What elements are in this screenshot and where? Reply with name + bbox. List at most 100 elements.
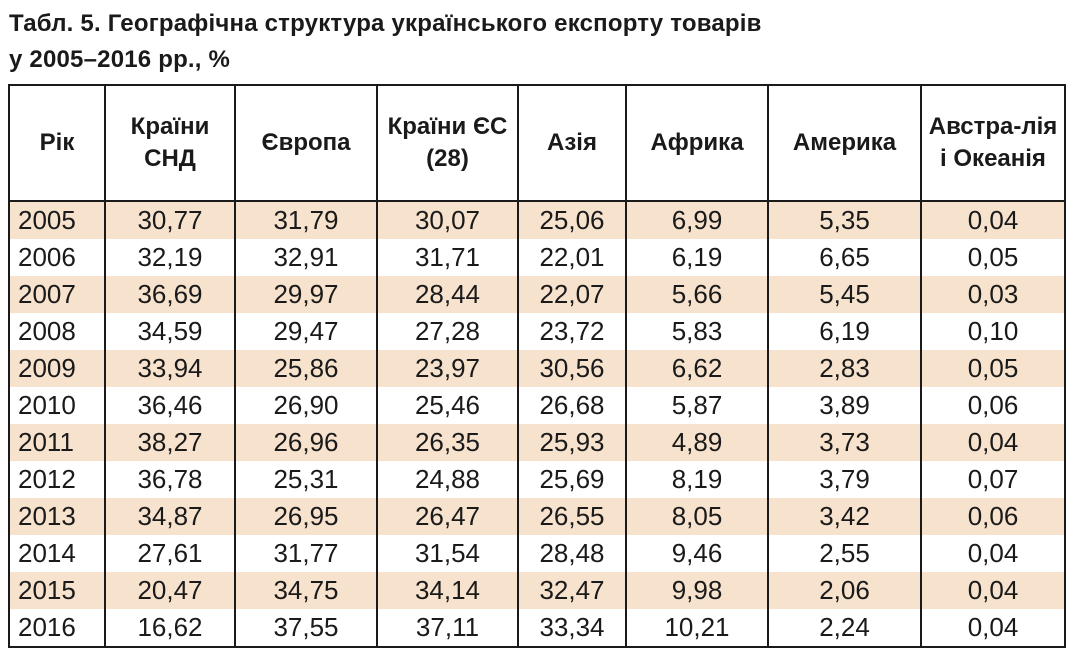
- table-caption-line-1: Табл. 5. Географічна структура українськ…: [9, 10, 762, 37]
- table-caption: Табл. 5. Географічна структура українськ…: [9, 6, 1059, 78]
- cell-cis: 36,69: [104, 276, 236, 313]
- cell-cis: 36,46: [104, 387, 236, 424]
- cell-africa: 5,87: [625, 387, 769, 424]
- cell-africa: 9,98: [625, 572, 769, 609]
- cell-europe: 26,95: [234, 498, 378, 535]
- cell-america: 2,24: [767, 609, 922, 648]
- cell-cis: 33,94: [104, 350, 236, 387]
- cell-australia-oceania: 0,05: [920, 239, 1066, 276]
- cell-year: 2015: [8, 572, 106, 609]
- cell-eu28: 34,14: [376, 572, 519, 609]
- cell-asia: 33,34: [517, 609, 627, 648]
- table-body: 2005 30,77 31,79 30,07 25,06 6,99 5,35 0,04 2006…: [8, 201, 1066, 648]
- table-caption-line-2: у 2005–2016 рр., %: [9, 46, 231, 73]
- cell-america: 3,73: [767, 424, 922, 461]
- cell-asia: 22,07: [517, 276, 627, 313]
- cell-america: 3,42: [767, 498, 922, 535]
- cell-year: 2016: [8, 609, 106, 648]
- cell-america: 3,89: [767, 387, 922, 424]
- cell-cis: 38,27: [104, 424, 236, 461]
- cell-asia: 26,55: [517, 498, 627, 535]
- table-row: 2010 36,46 26,90 25,46 26,68 5,87 3,89 0,06: [8, 387, 1066, 424]
- cell-australia-oceania: 0,10: [920, 313, 1066, 350]
- cell-asia: 25,93: [517, 424, 627, 461]
- cell-australia-oceania: 0,04: [920, 535, 1066, 572]
- cell-europe: 29,97: [234, 276, 378, 313]
- cell-cis: 20,47: [104, 572, 236, 609]
- cell-australia-oceania: 0,03: [920, 276, 1066, 313]
- cell-africa: 6,99: [625, 201, 769, 239]
- cell-cis: 36,78: [104, 461, 236, 498]
- header-year: Рік: [8, 84, 106, 202]
- cell-asia: 28,48: [517, 535, 627, 572]
- cell-europe: 25,31: [234, 461, 378, 498]
- cell-eu28: 28,44: [376, 276, 519, 313]
- cell-eu28: 24,88: [376, 461, 519, 498]
- header-europe: Європа: [234, 84, 378, 202]
- cell-australia-oceania: 0,04: [920, 201, 1066, 239]
- cell-australia-oceania: 0,04: [920, 572, 1066, 609]
- cell-america: 6,19: [767, 313, 922, 350]
- cell-eu28: 31,54: [376, 535, 519, 572]
- cell-europe: 26,90: [234, 387, 378, 424]
- table-header: Рік Країни СНД Європа Країни ЄС (28) Азі…: [8, 84, 1066, 202]
- cell-year: 2012: [8, 461, 106, 498]
- cell-europe: 37,55: [234, 609, 378, 648]
- cell-eu28: 30,07: [376, 201, 519, 239]
- cell-america: 6,65: [767, 239, 922, 276]
- cell-america: 3,79: [767, 461, 922, 498]
- cell-year: 2006: [8, 239, 106, 276]
- header-asia: Азія: [517, 84, 627, 202]
- table-row: 2006 32,19 32,91 31,71 22,01 6,19 6,65 0,05: [8, 239, 1066, 276]
- cell-year: 2010: [8, 387, 106, 424]
- cell-eu28: 26,35: [376, 424, 519, 461]
- export-structure-table: Рік Країни СНД Європа Країни ЄС (28) Азі…: [8, 84, 1066, 648]
- cell-cis: 30,77: [104, 201, 236, 239]
- table-row: 2009 33,94 25,86 23,97 30,56 6,62 2,83 0,05: [8, 350, 1066, 387]
- cell-australia-oceania: 0,04: [920, 609, 1066, 648]
- cell-eu28: 31,71: [376, 239, 519, 276]
- cell-africa: 5,66: [625, 276, 769, 313]
- cell-europe: 25,86: [234, 350, 378, 387]
- cell-asia: 22,01: [517, 239, 627, 276]
- cell-europe: 26,96: [234, 424, 378, 461]
- header-row: Рік Країни СНД Європа Країни ЄС (28) Азі…: [8, 84, 1066, 202]
- cell-cis: 32,19: [104, 239, 236, 276]
- cell-europe: 31,79: [234, 201, 378, 239]
- table-row: 2008 34,59 29,47 27,28 23,72 5,83 6,19 0,10: [8, 313, 1066, 350]
- cell-africa: 8,05: [625, 498, 769, 535]
- cell-eu28: 25,46: [376, 387, 519, 424]
- cell-africa: 4,89: [625, 424, 769, 461]
- cell-asia: 23,72: [517, 313, 627, 350]
- table-row: 2016 16,62 37,55 37,11 33,34 10,21 2,24 0,04: [8, 609, 1066, 648]
- cell-eu28: 23,97: [376, 350, 519, 387]
- cell-africa: 8,19: [625, 461, 769, 498]
- cell-australia-oceania: 0,05: [920, 350, 1066, 387]
- cell-europe: 32,91: [234, 239, 378, 276]
- cell-year: 2008: [8, 313, 106, 350]
- cell-america: 2,06: [767, 572, 922, 609]
- cell-asia: 25,69: [517, 461, 627, 498]
- table-row: 2012 36,78 25,31 24,88 25,69 8,19 3,79 0,07: [8, 461, 1066, 498]
- cell-europe: 31,77: [234, 535, 378, 572]
- cell-cis: 34,87: [104, 498, 236, 535]
- cell-africa: 10,21: [625, 609, 769, 648]
- cell-australia-oceania: 0,06: [920, 498, 1066, 535]
- cell-europe: 34,75: [234, 572, 378, 609]
- cell-australia-oceania: 0,06: [920, 387, 1066, 424]
- cell-asia: 25,06: [517, 201, 627, 239]
- table-row: 2014 27,61 31,77 31,54 28,48 9,46 2,55 0,04: [8, 535, 1066, 572]
- cell-eu28: 27,28: [376, 313, 519, 350]
- cell-year: 2009: [8, 350, 106, 387]
- table-row: 2005 30,77 31,79 30,07 25,06 6,99 5,35 0,04: [8, 201, 1066, 239]
- cell-eu28: 37,11: [376, 609, 519, 648]
- cell-eu28: 26,47: [376, 498, 519, 535]
- cell-america: 2,55: [767, 535, 922, 572]
- cell-year: 2014: [8, 535, 106, 572]
- table-row: 2013 34,87 26,95 26,47 26,55 8,05 3,42 0,06: [8, 498, 1066, 535]
- cell-australia-oceania: 0,07: [920, 461, 1066, 498]
- cell-year: 2011: [8, 424, 106, 461]
- cell-america: 5,35: [767, 201, 922, 239]
- cell-year: 2013: [8, 498, 106, 535]
- table-row: 2011 38,27 26,96 26,35 25,93 4,89 3,73 0,04: [8, 424, 1066, 461]
